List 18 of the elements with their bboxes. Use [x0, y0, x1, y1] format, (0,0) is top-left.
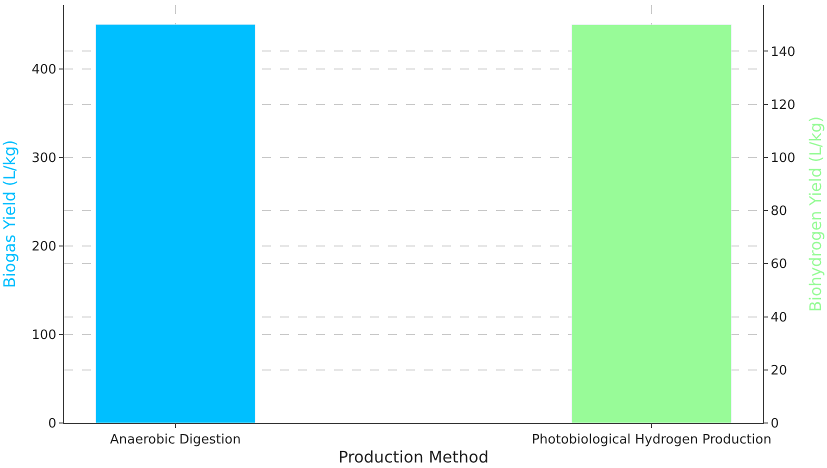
y2-tick-label: 100: [770, 150, 796, 166]
y2-tick-label: 60: [770, 257, 788, 272]
x-axis-title: Production Method: [338, 447, 489, 466]
x-tick-label: Anaerobic Digestion: [110, 432, 241, 448]
y2-tick-label: 0: [770, 416, 779, 432]
y-tick-label: 400: [32, 62, 56, 78]
y-tick-label: 300: [32, 150, 56, 166]
y-axis-title: Biogas Yield (L/kg): [0, 140, 19, 288]
y2-tick-label: 20: [770, 363, 788, 378]
y-tick-label: 100: [32, 328, 56, 343]
y-tick-label: 0: [48, 416, 56, 432]
x-tick-label: Photobiological Hydrogen Production: [532, 432, 772, 448]
y2-tick-label: 80: [770, 204, 788, 220]
y-tick-label: 200: [32, 239, 56, 254]
y2-tick-label: 40: [770, 310, 788, 326]
y2-axis-title: Biohydrogen Yield (L/kg): [806, 116, 826, 312]
y2-tick-label: 120: [770, 98, 796, 113]
y2-tick-label: 140: [770, 44, 796, 60]
